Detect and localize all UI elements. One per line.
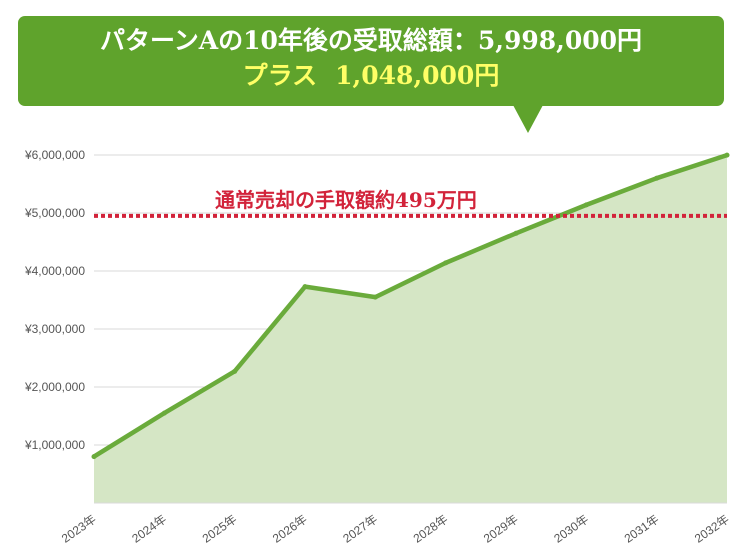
y-tick-label: ¥3,000,000	[24, 322, 85, 336]
x-tick-label: 2029年	[481, 512, 521, 546]
y-tick-label: ¥6,000,000	[24, 148, 85, 162]
data-point	[724, 152, 730, 158]
data-point	[232, 368, 238, 374]
data-point	[302, 284, 308, 290]
x-tick-label: 2026年	[270, 512, 310, 546]
reference-line-label: 通常売却の手取額約495万円	[215, 188, 477, 212]
callout-pointer	[513, 105, 543, 133]
y-tick-label: ¥4,000,000	[24, 264, 85, 278]
x-tick-label: 2023年	[59, 512, 99, 546]
data-point	[583, 202, 589, 208]
x-tick-label: 2025年	[200, 512, 240, 546]
series-area	[94, 155, 727, 503]
x-tick-label: 2028年	[411, 512, 451, 546]
data-point	[91, 454, 97, 460]
y-tick-label: ¥1,000,000	[24, 438, 85, 452]
headline-difference: プラス 1,048,000円	[18, 58, 724, 94]
data-point	[443, 260, 449, 266]
headline-plus-amount: 1,048,000円	[335, 61, 500, 90]
headline-callout: パターンAの10年後の受取総額：5,998,000円 プラス 1,048,000円	[18, 16, 724, 106]
x-tick-label: 2032年	[692, 512, 732, 546]
data-point	[513, 230, 519, 236]
headline-total: パターンAの10年後の受取総額：5,998,000円	[99, 26, 643, 55]
headline-plus-label: プラス	[242, 61, 318, 90]
y-tick-label: ¥2,000,000	[24, 380, 85, 394]
series-line	[91, 152, 730, 459]
data-point	[372, 294, 378, 300]
y-tick-label: ¥5,000,000	[24, 206, 85, 220]
x-tick-label: 2031年	[622, 512, 662, 546]
x-tick-label: 2024年	[129, 512, 169, 546]
x-tick-label: 2030年	[551, 512, 591, 546]
data-point	[654, 175, 660, 181]
data-point	[161, 410, 167, 416]
x-tick-label: 2027年	[340, 512, 380, 546]
